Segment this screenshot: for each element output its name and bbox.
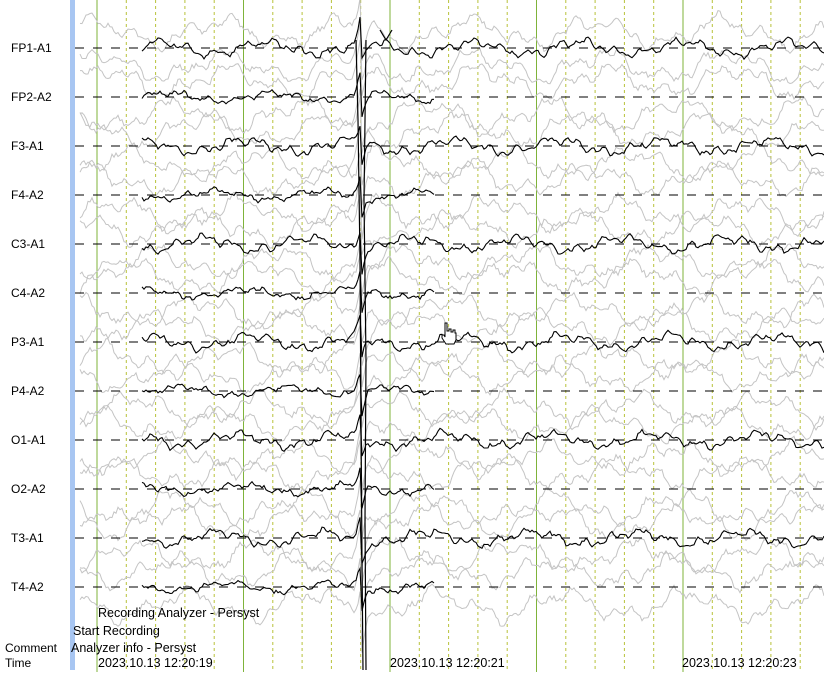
channel-trace: [141, 374, 435, 417]
overlay-traces: [79, 0, 824, 653]
channel-trace: [141, 72, 435, 118]
channel-label[interactable]: P4-A2: [11, 384, 45, 398]
overlay-trace: [79, 288, 824, 343]
overlay-trace: [79, 255, 824, 308]
channel-trace: [141, 314, 824, 358]
channel-trace: [141, 414, 824, 457]
overlay-trace: [79, 129, 824, 186]
channel-label[interactable]: FP2-A2: [11, 90, 52, 104]
timestamp: 2023.10.13 12:20:23: [682, 656, 797, 670]
hand-pointer-icon: [441, 322, 457, 345]
channel-label[interactable]: T4-A2: [11, 580, 44, 594]
channel-trace: [141, 270, 435, 313]
channel-trace: [141, 17, 824, 61]
timestamp: 2023.10.13 12:20:21: [390, 656, 505, 670]
overlay-trace: [80, 39, 824, 101]
overlay-trace: [79, 23, 824, 85]
channel-traces: [141, 17, 824, 671]
channel-label[interactable]: T3-A1: [11, 531, 44, 545]
channel-baselines: [75, 47, 824, 588]
overlay-trace: [79, 97, 824, 154]
channel-trace: [141, 467, 435, 509]
overlay-trace: [79, 549, 824, 612]
scroll-bar[interactable]: [70, 0, 75, 670]
channel-label[interactable]: P3-A1: [11, 335, 45, 349]
channel-trace: [141, 566, 435, 612]
time-row-label: Time: [5, 656, 32, 670]
overlay-trace: [79, 0, 824, 61]
annotation-start-recording[interactable]: Start Recording: [73, 624, 160, 638]
overlay-trace: [79, 353, 824, 412]
overlay-trace: [79, 180, 824, 240]
comment-row-label: Comment: [5, 641, 58, 655]
overlay-trace: [79, 480, 824, 540]
channel-trace: [141, 232, 824, 275]
overlay-trace: [79, 195, 824, 255]
channel-label[interactable]: F4-A2: [11, 188, 44, 202]
channel-label[interactable]: C4-A2: [11, 286, 46, 300]
timestamp: 2023.10.13 12:20:19: [98, 656, 213, 670]
overlay-trace: [79, 390, 824, 453]
overlay-trace: [79, 434, 824, 496]
overlay-trace: [79, 429, 824, 493]
channel-label[interactable]: FP1-A1: [11, 41, 52, 55]
annotation-recording-analyzer[interactable]: Recording Analyzer - Persyst: [98, 606, 260, 620]
channel-label[interactable]: O1-A1: [11, 433, 46, 447]
channel-trace: [141, 176, 435, 218]
annotation-analyzer-info[interactable]: Analyzer info - Persyst: [71, 641, 197, 655]
overlay-trace: [79, 502, 824, 567]
overlay-trace: [79, 325, 824, 388]
overlay-trace: [79, 583, 824, 653]
overlay-trace: [79, 88, 824, 148]
channel-label[interactable]: O2-A2: [11, 482, 46, 496]
time-gridlines: [96, 0, 801, 672]
channel-label[interactable]: F3-A1: [11, 139, 44, 153]
artifact-spike: [355, 29, 393, 671]
overlay-trace: [79, 366, 824, 431]
channel-label[interactable]: C3-A1: [11, 237, 46, 251]
channel-trace: [141, 517, 824, 564]
overlay-trace: [79, 241, 824, 296]
channel-trace: [141, 125, 824, 165]
overlay-trace: [79, 152, 824, 206]
